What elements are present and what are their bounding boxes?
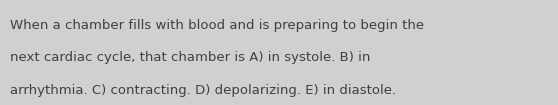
Text: next cardiac cycle, that chamber is A) in systole. B) in: next cardiac cycle, that chamber is A) i… [10,51,371,64]
Text: arrhythmia. C) contracting. D) depolarizing. E) in diastole.: arrhythmia. C) contracting. D) depolariz… [10,84,396,97]
Text: When a chamber fills with blood and is preparing to begin the: When a chamber fills with blood and is p… [10,19,424,32]
